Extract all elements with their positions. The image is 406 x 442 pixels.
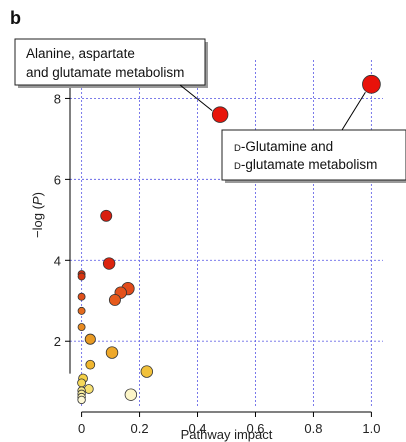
callout-leader — [179, 84, 213, 112]
data-point — [105, 346, 119, 359]
x-tick-label: 0.4 — [188, 421, 206, 436]
data-point — [77, 272, 86, 281]
y-tick-label: 4 — [54, 253, 61, 268]
callout-box — [14, 38, 206, 86]
data-point — [77, 378, 86, 388]
callout-label: D-Glutamine and — [234, 139, 333, 154]
x-tick-label: 0.6 — [246, 421, 264, 436]
x-tick-label: 0.8 — [304, 421, 322, 436]
callouts: Alanine, aspartate and glutamate metaboli… — [14, 38, 406, 183]
x-tick-label: 0.2 — [131, 421, 149, 436]
data-point — [85, 359, 96, 370]
data-point — [77, 292, 86, 301]
data-point — [77, 323, 86, 332]
callout-label: D-glutamate metabolism — [234, 157, 377, 172]
data-point — [102, 257, 116, 270]
callout-leader — [341, 92, 366, 131]
y-ticks: 2 4 6 8 — [54, 91, 70, 349]
x-ticks: 0 0.2 0.4 0.6 0.8 1.0 — [78, 412, 380, 436]
y-tick-label: 8 — [54, 91, 61, 106]
x-tick-label: 1.0 — [362, 421, 380, 436]
x-axis-title: Pathway impact — [181, 427, 273, 442]
data-point — [124, 388, 138, 401]
data-point — [108, 293, 121, 306]
callout-label: Alanine, aspartate — [26, 46, 135, 61]
data-point — [362, 74, 381, 94]
panel-label: b — [10, 8, 21, 28]
data-point — [77, 306, 86, 315]
callout-label: and glutamate metabolism — [26, 65, 184, 80]
axes — [69, 74, 372, 413]
data-point — [83, 384, 94, 394]
data-point — [140, 365, 154, 378]
y-axis-title: −log (P) — [30, 192, 45, 238]
y-tick-label: 2 — [54, 334, 61, 349]
data-point — [77, 395, 86, 405]
y-tick-label: 6 — [54, 172, 61, 187]
data-point — [84, 333, 96, 345]
data-point — [211, 106, 229, 123]
data-points — [77, 74, 381, 405]
data-point — [100, 209, 113, 222]
callout-box — [221, 129, 406, 181]
x-tick-label: 0 — [78, 421, 85, 436]
